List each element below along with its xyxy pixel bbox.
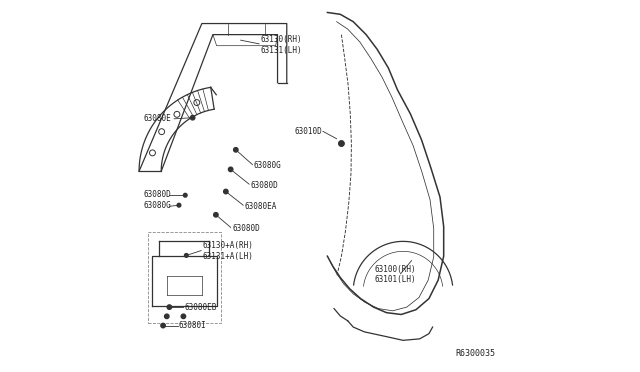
- Text: 63101(LH): 63101(LH): [374, 275, 416, 283]
- Circle shape: [339, 141, 344, 146]
- Circle shape: [339, 141, 344, 146]
- Text: 63080I: 63080I: [179, 321, 207, 330]
- Text: 63080G: 63080G: [253, 161, 282, 170]
- Text: 63131(LH): 63131(LH): [260, 46, 302, 55]
- Text: 63131+A(LH): 63131+A(LH): [203, 252, 253, 262]
- Text: 63080EB: 63080EB: [184, 302, 216, 312]
- Text: 63130(RH): 63130(RH): [260, 35, 302, 44]
- Circle shape: [164, 314, 169, 318]
- Text: 63080G: 63080G: [143, 201, 172, 210]
- Text: 63130+A(RH): 63130+A(RH): [203, 241, 253, 250]
- Text: 63080D: 63080D: [143, 190, 172, 199]
- Circle shape: [167, 305, 172, 310]
- Circle shape: [161, 323, 165, 328]
- Circle shape: [184, 254, 188, 257]
- Circle shape: [191, 115, 195, 120]
- Circle shape: [214, 212, 218, 217]
- Bar: [148, 232, 221, 323]
- Text: 63100(RH): 63100(RH): [374, 264, 416, 273]
- Circle shape: [234, 148, 238, 152]
- Text: 63010D: 63010D: [295, 127, 323, 136]
- Circle shape: [181, 314, 186, 318]
- Circle shape: [177, 203, 181, 207]
- Text: 63080D: 63080D: [232, 224, 260, 233]
- Circle shape: [223, 189, 228, 194]
- Text: 63080E: 63080E: [143, 114, 172, 123]
- Circle shape: [228, 167, 233, 171]
- Circle shape: [184, 193, 187, 197]
- Text: R6300035: R6300035: [456, 349, 495, 358]
- Text: 63080EA: 63080EA: [244, 202, 276, 211]
- Text: 63080D: 63080D: [251, 181, 278, 190]
